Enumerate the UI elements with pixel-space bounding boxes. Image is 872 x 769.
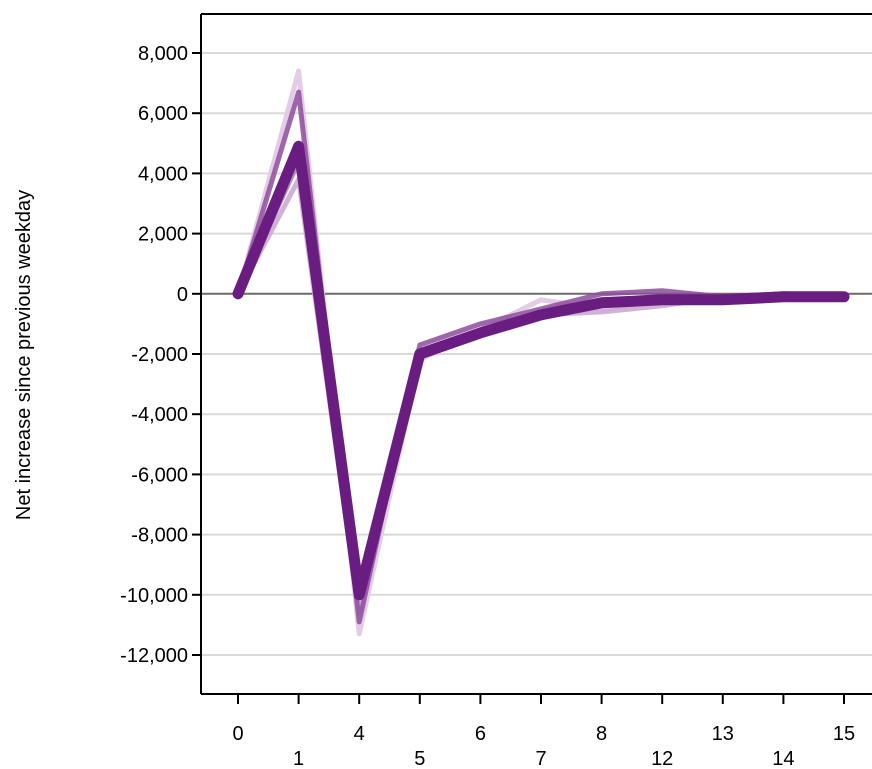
series-lines — [232, 68, 850, 637]
x-tick-label: 1 — [293, 748, 304, 769]
y-tick-label: -10,000 — [120, 585, 188, 607]
y-tick-label: 6,000 — [138, 103, 188, 125]
y-tick-label: -8,000 — [131, 525, 188, 547]
y-tick-label: 0 — [177, 284, 188, 306]
x-tick-label: 8 — [596, 723, 607, 745]
y-axis-title: Net increase since previous weekday — [13, 190, 35, 520]
x-tick-label: 4 — [354, 723, 365, 745]
x-tick-label: 12 — [651, 748, 673, 769]
x-tick-label: 0 — [232, 723, 243, 745]
x-tick-label: 15 — [833, 723, 855, 745]
y-tick-labels: 8,000 6,000 4,000 2,000 0 -2,000 -4,000 -6,000 -… — [120, 43, 188, 667]
x-tick-label: 13 — [712, 723, 734, 745]
x-tick-label: 14 — [772, 748, 794, 769]
y-tick-label: 2,000 — [138, 224, 188, 246]
x-tick-label: 5 — [414, 748, 425, 769]
y-tick-label: 4,000 — [138, 163, 188, 185]
series-line — [232, 140, 850, 601]
axes — [192, 13, 872, 704]
y-tick-label: 8,000 — [138, 43, 188, 65]
x-tick-label: 6 — [475, 723, 486, 745]
y-tick-label: -12,000 — [120, 645, 188, 667]
x-tick-label: 7 — [535, 748, 546, 769]
y-tick-label: -4,000 — [131, 404, 188, 426]
y-tick-label: -6,000 — [131, 464, 188, 486]
y-tick-label: -2,000 — [131, 344, 188, 366]
